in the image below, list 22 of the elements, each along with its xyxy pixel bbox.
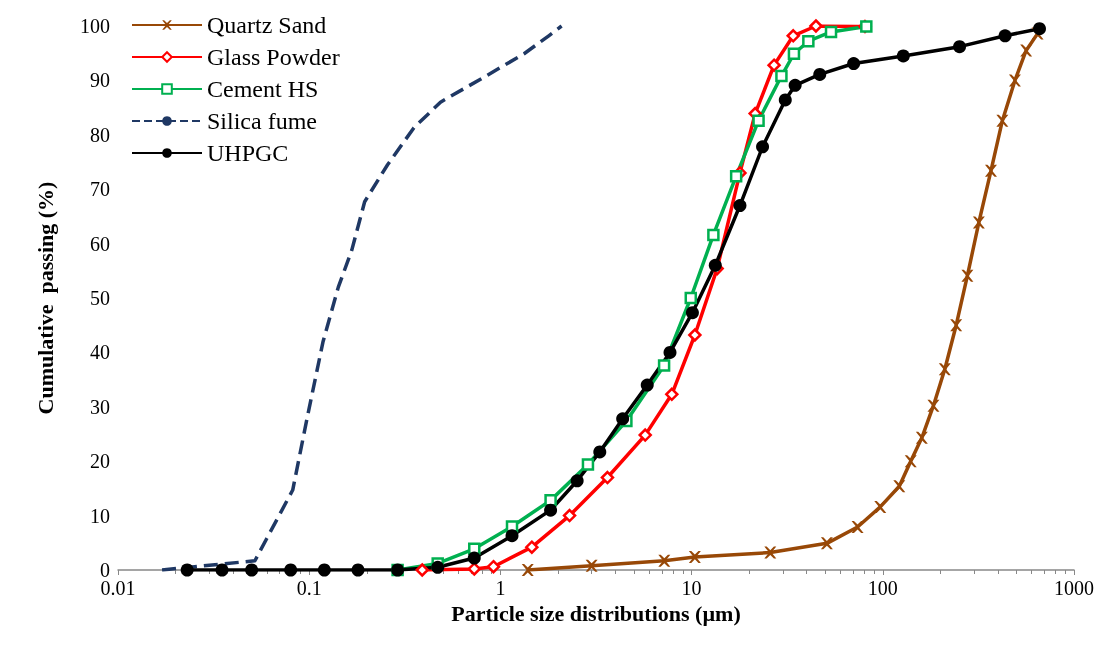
- legend-label: UHPGC: [207, 140, 289, 166]
- y-tick-label: 30: [90, 395, 110, 418]
- y-tick-label: 100: [80, 15, 110, 37]
- x-axis-title: Particle size distributions (µm): [451, 601, 741, 627]
- x-tick-label: 0.1: [296, 577, 322, 599]
- y-tick-label: 10: [90, 504, 110, 527]
- y-axis-title: Cumulative passing (%): [32, 181, 58, 415]
- legend-label: Cement HS: [207, 76, 319, 102]
- x-tick-label: 1: [495, 577, 506, 599]
- y-tick-label: 80: [90, 123, 110, 146]
- x-tick-label: 100: [867, 577, 898, 599]
- y-tick-label: 70: [90, 178, 110, 201]
- y-tick-label: 90: [90, 69, 110, 92]
- y-tick-label: 60: [90, 232, 110, 255]
- legend-label: Glass Powder: [207, 44, 340, 70]
- y-tick-label: 20: [90, 450, 110, 473]
- y-tick-label: 40: [90, 341, 110, 364]
- y-tick-label: 50: [90, 287, 110, 309]
- x-tick-label: 1000: [1054, 577, 1094, 599]
- legend-label: Silica fume: [207, 108, 317, 134]
- x-tick-label: 10: [681, 577, 702, 599]
- legend-label: Quartz Sand: [207, 12, 327, 38]
